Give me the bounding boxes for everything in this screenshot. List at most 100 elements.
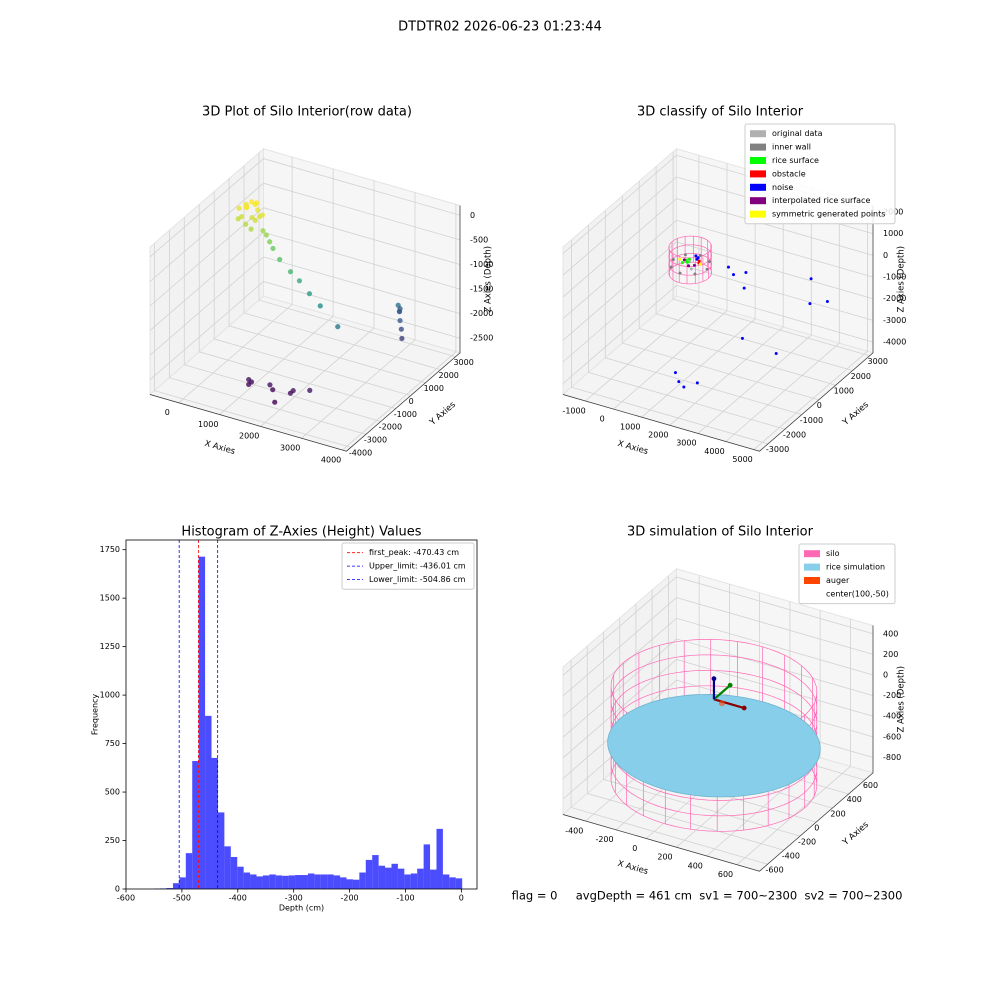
grid-line xyxy=(198,204,396,409)
x-tick-label: -300 xyxy=(285,894,303,903)
point xyxy=(669,265,673,269)
point xyxy=(296,278,303,284)
bar xyxy=(217,812,225,889)
bar xyxy=(417,868,424,889)
point xyxy=(243,205,250,211)
y-tick-label: -3000 xyxy=(364,436,387,445)
z-tick-label: -2000 xyxy=(883,294,906,303)
bar xyxy=(295,875,302,889)
point xyxy=(698,262,702,266)
x-tick-label: 4000 xyxy=(321,455,341,464)
y-tick-label: 200 xyxy=(830,809,845,818)
bar xyxy=(327,874,334,889)
y-tick-label: 1500 xyxy=(100,594,120,603)
bar xyxy=(359,872,366,889)
grid-line xyxy=(588,225,786,430)
point xyxy=(687,257,691,261)
point xyxy=(695,381,699,385)
axis-line xyxy=(562,205,874,452)
grid-line xyxy=(149,281,461,381)
grid-line xyxy=(585,155,700,402)
x-tick-label: 1000 xyxy=(620,423,640,432)
plot-frame xyxy=(125,539,478,890)
auger-arrow-head xyxy=(727,682,733,688)
z-tick-label: -2500 xyxy=(470,334,493,343)
point xyxy=(287,269,294,275)
y-tick-label: 500 xyxy=(105,788,120,797)
point xyxy=(248,226,254,232)
auger-arrow-head xyxy=(741,705,747,711)
y-tick-label: -1000 xyxy=(800,416,823,425)
legend-swatch xyxy=(804,577,820,584)
point xyxy=(707,260,711,264)
bar xyxy=(423,844,431,889)
bar xyxy=(430,869,437,889)
bar xyxy=(205,715,212,889)
grid-line xyxy=(342,204,457,451)
bar xyxy=(301,875,308,889)
y-tick-label: 1000 xyxy=(100,691,120,700)
x-tick-label: 200 xyxy=(657,853,672,862)
grid-line xyxy=(562,241,874,341)
bar xyxy=(378,865,386,889)
grid-line xyxy=(638,181,836,386)
point xyxy=(742,286,746,290)
y-tick-label: 400 xyxy=(847,795,862,804)
bar xyxy=(262,875,270,889)
bar xyxy=(224,846,231,889)
y-tick-label: 250 xyxy=(105,836,120,845)
x-tick-label: -100 xyxy=(396,894,414,903)
bar xyxy=(166,888,173,889)
bar xyxy=(404,874,411,889)
z-tick-label: 0 xyxy=(883,671,888,680)
point xyxy=(260,228,266,234)
z-tick-label: 1000 xyxy=(883,229,903,238)
y-tick-label: -600 xyxy=(766,865,784,874)
bar xyxy=(192,761,199,889)
point xyxy=(267,382,273,388)
x-tick-label: 0 xyxy=(459,894,464,903)
axis-line xyxy=(149,205,461,452)
point xyxy=(685,260,689,264)
auger-center xyxy=(718,700,725,707)
grid-line xyxy=(604,210,803,415)
grid-line xyxy=(149,256,461,356)
x-tick-label: 3000 xyxy=(280,444,300,453)
point xyxy=(267,239,273,245)
bar xyxy=(172,883,180,889)
bar xyxy=(288,875,296,889)
legend-swatch xyxy=(804,563,820,571)
grid-line xyxy=(672,151,870,357)
legend-swatch xyxy=(750,210,766,218)
z-tick-label: 0 xyxy=(470,211,475,220)
point xyxy=(236,205,242,211)
y-tick-label: -1000 xyxy=(394,410,417,419)
point xyxy=(335,324,341,330)
z-tick-label: -600 xyxy=(883,732,901,741)
y-axis-label: Frequency xyxy=(91,694,100,736)
point xyxy=(277,256,283,263)
legend-label: obstacle xyxy=(772,169,806,178)
y-tick-label: -2000 xyxy=(783,430,806,439)
point xyxy=(307,387,313,394)
bar xyxy=(397,868,405,889)
z-axis-label: Z Axies (Depth) xyxy=(897,666,907,733)
x-tick-label: 5000 xyxy=(732,455,752,464)
grid-line xyxy=(213,191,411,396)
x-axis-label: Depth (cm) xyxy=(279,904,324,913)
bar xyxy=(455,878,463,889)
bar xyxy=(237,866,244,889)
bar xyxy=(340,877,347,889)
z-tick-label: 200 xyxy=(883,650,898,659)
bar xyxy=(198,556,206,889)
point xyxy=(671,257,675,261)
grid-line xyxy=(149,207,461,307)
z-tick-label: 400 xyxy=(883,629,898,638)
chart-title: 3D simulation of Silo Interior xyxy=(627,525,814,540)
x-tick-label: -1000 xyxy=(562,406,585,415)
y-tick-label: -200 xyxy=(798,837,816,846)
grid-line xyxy=(571,239,769,445)
grid-line xyxy=(260,180,375,427)
grid-line xyxy=(562,219,874,319)
z-tick-label: 0 xyxy=(883,251,888,260)
